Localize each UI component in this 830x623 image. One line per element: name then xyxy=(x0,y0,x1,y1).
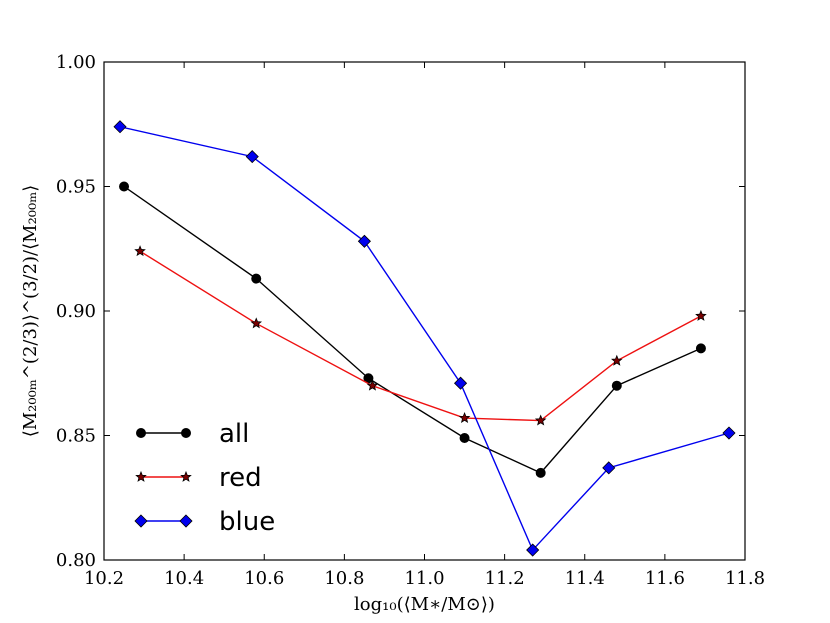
data-point-blue xyxy=(357,234,371,248)
y-tick-label: 0.85 xyxy=(56,426,96,447)
data-point-all xyxy=(251,273,262,284)
series-all xyxy=(119,181,706,478)
x-tick-label: 11.8 xyxy=(725,568,765,589)
data-point-blue xyxy=(722,426,736,440)
x-tick-label: 10.4 xyxy=(164,568,204,589)
legend-entry-blue: blue xyxy=(134,507,275,537)
y-tick-label: 0.90 xyxy=(56,301,96,322)
legend-label-blue: blue xyxy=(219,507,275,537)
data-point-all xyxy=(611,380,622,391)
legend-entry-all: all xyxy=(136,419,249,449)
y-axis-label: ⟨M₂₀₀ₘ^(2/3)⟩^(3/2)/⟨M₂₀₀ₘ⟩ xyxy=(20,185,41,438)
legend-marker-blue xyxy=(134,514,148,528)
legend-marker-all xyxy=(136,428,146,438)
data-point-all xyxy=(363,373,374,384)
data-point-all xyxy=(695,343,706,354)
x-tick-label: 11.4 xyxy=(565,568,605,589)
data-point-red xyxy=(611,354,623,366)
data-point-red xyxy=(134,245,146,257)
data-point-red xyxy=(250,317,263,329)
series-blue xyxy=(113,120,736,557)
data-point-blue xyxy=(526,543,540,557)
legend-label-all: all xyxy=(219,419,249,449)
legend-label-red: red xyxy=(219,463,262,493)
legend-marker-blue xyxy=(179,514,193,528)
data-point-red xyxy=(458,411,471,423)
x-axis-label: log₁₀(⟨M∗/M⊙⟩) xyxy=(354,594,495,615)
data-point-red xyxy=(366,379,379,391)
ticks-layer: 10.2 10.4 10.6 10.8 11.0 11.2 11.4 11.6 11.8 0.80… xyxy=(56,52,765,589)
data-point-blue xyxy=(113,120,127,134)
data-point-all xyxy=(119,181,130,192)
x-tick-label: 11.2 xyxy=(485,568,525,589)
plot-frame xyxy=(103,61,746,561)
data-point-all xyxy=(459,432,470,443)
data-point-red xyxy=(534,414,547,426)
series-red xyxy=(134,245,707,426)
data-point-blue xyxy=(602,461,616,475)
series-layer xyxy=(113,120,736,557)
series-line-blue xyxy=(119,126,730,552)
x-tick-label: 10.2 xyxy=(84,568,124,589)
legend-marker-red xyxy=(135,470,147,482)
legend-marker-all xyxy=(181,428,191,438)
y-tick-label: 0.80 xyxy=(56,550,96,571)
data-point-blue xyxy=(245,150,259,164)
x-tick-label: 11.6 xyxy=(645,568,685,589)
data-point-blue xyxy=(453,376,468,390)
data-point-all xyxy=(535,467,546,478)
legend-entry-red: red xyxy=(135,463,262,493)
x-tick-label: 10.6 xyxy=(244,568,284,589)
series-line-red xyxy=(139,250,702,422)
legend-marker-red xyxy=(180,470,192,482)
data-point-red xyxy=(695,309,707,321)
x-tick-label: 11.0 xyxy=(404,568,444,589)
y-tick-label: 1.00 xyxy=(56,52,96,73)
legend: all red blue xyxy=(134,419,275,537)
y-tick-label: 0.95 xyxy=(56,177,96,198)
x-tick-label: 10.8 xyxy=(324,568,364,589)
series-line-all xyxy=(123,185,702,474)
